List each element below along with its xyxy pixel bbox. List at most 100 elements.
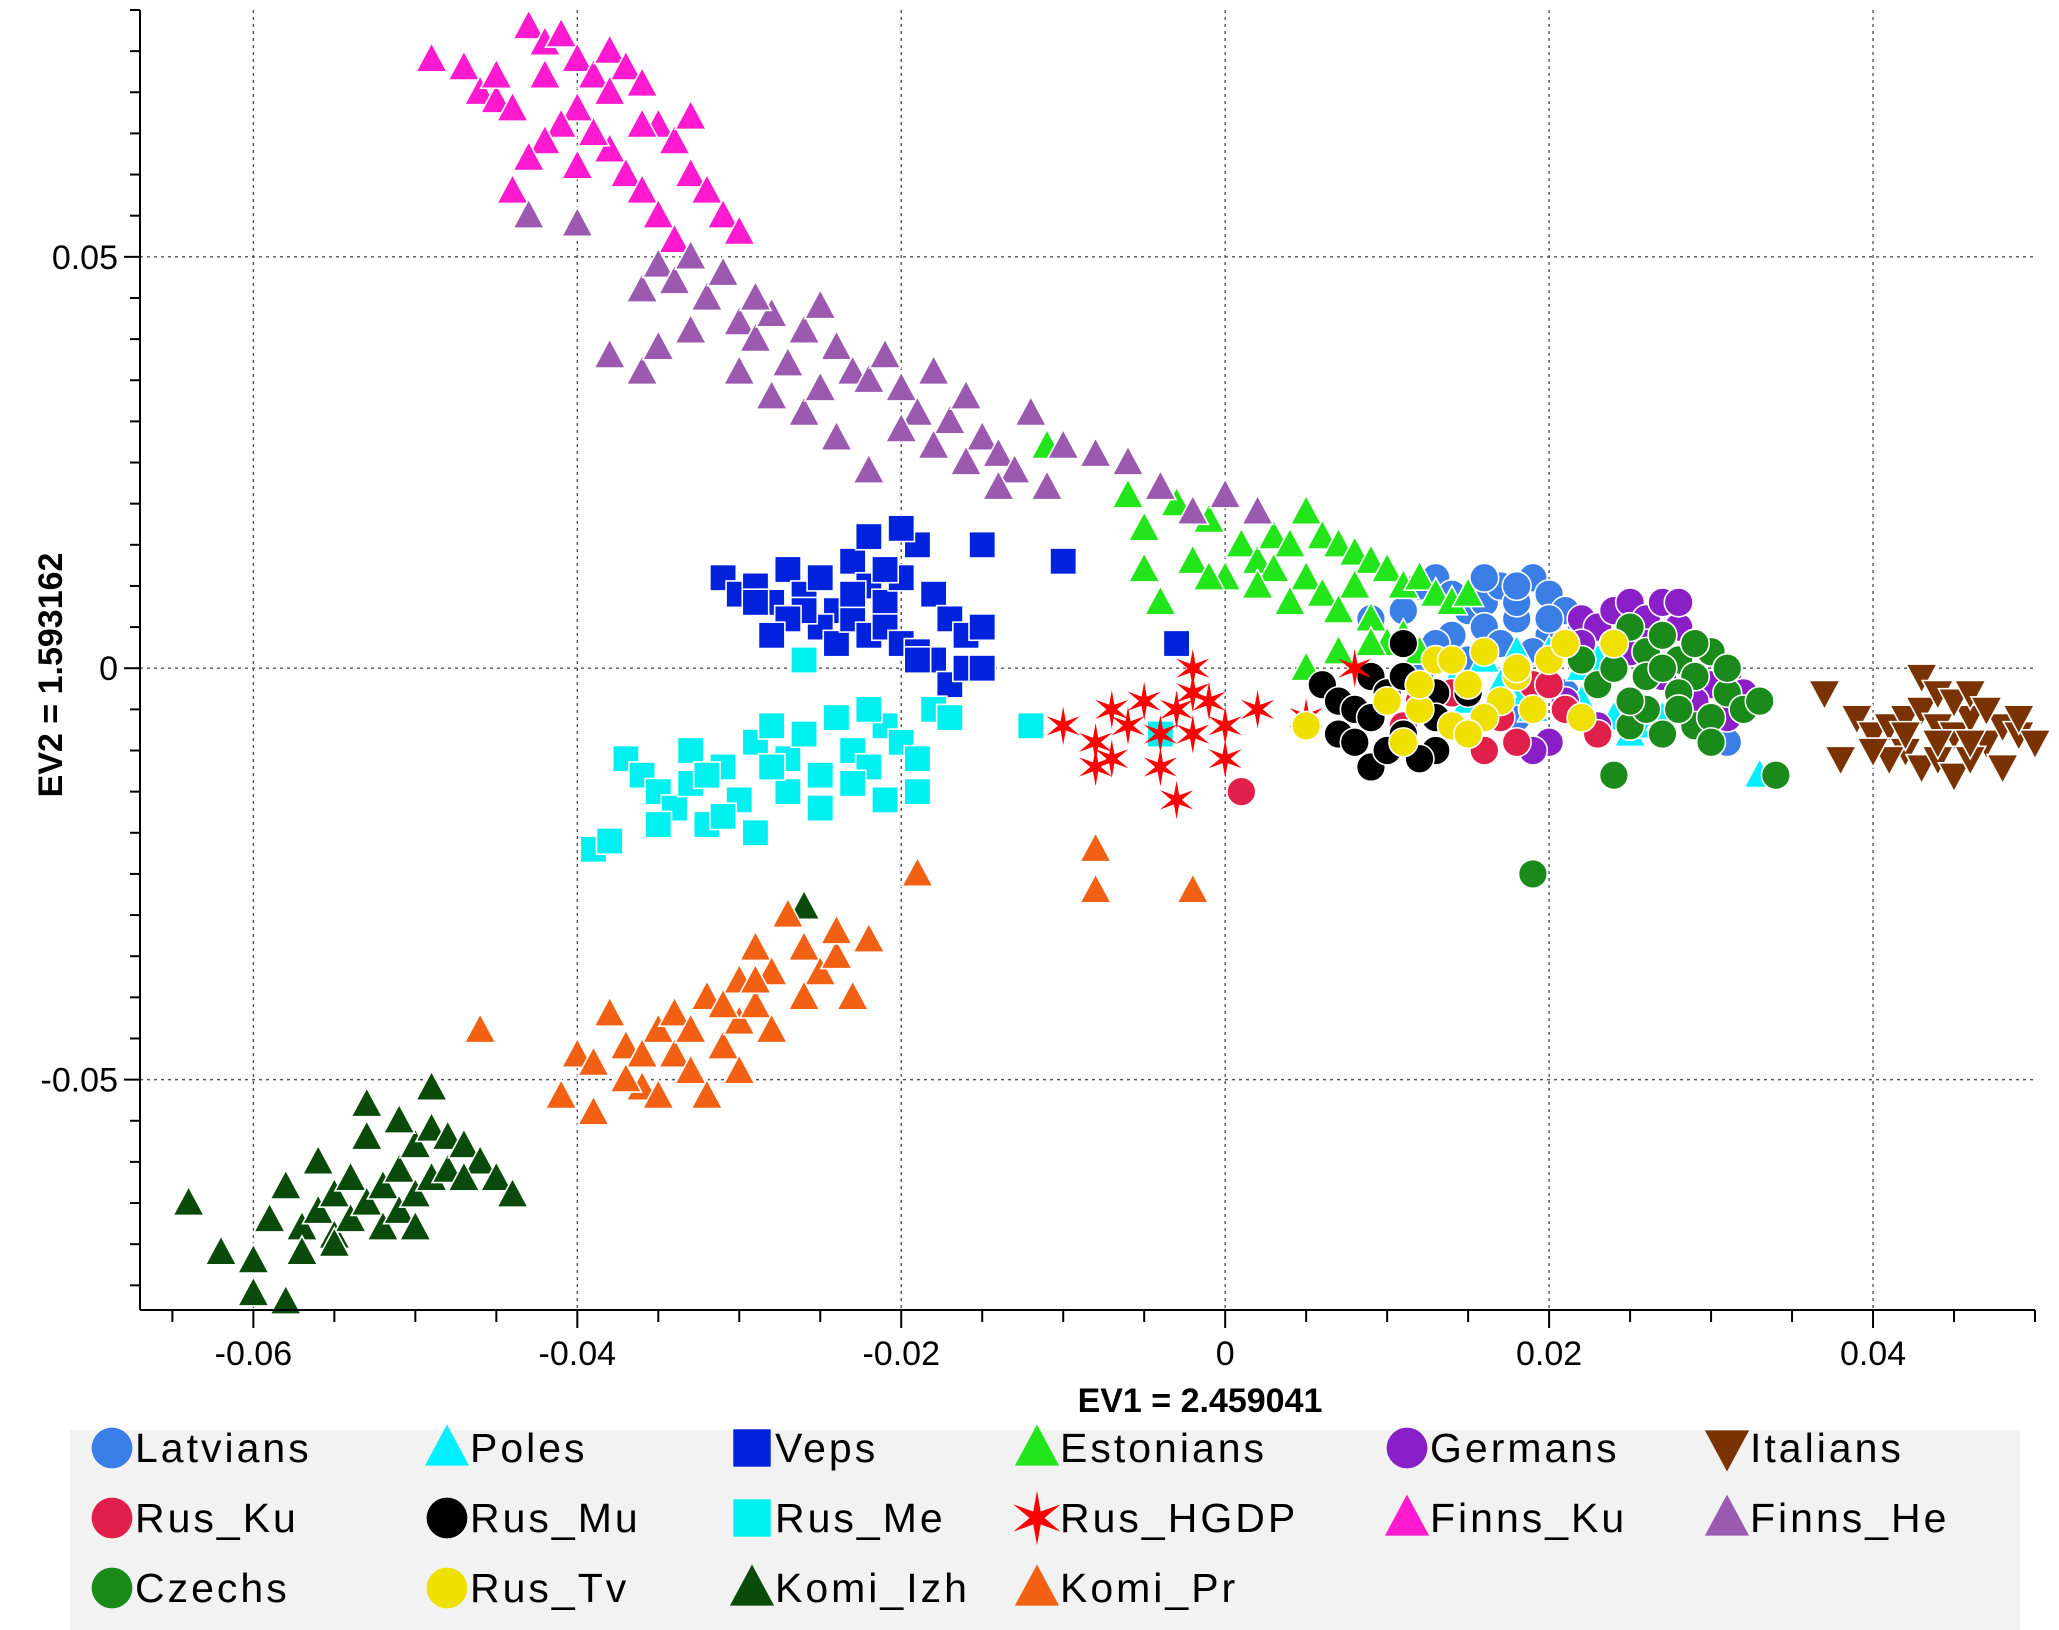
legend-label-veps: Veps	[775, 1425, 878, 1471]
point-finns-ku	[576, 57, 611, 90]
legend-marker-komi-pr	[1014, 1564, 1060, 1606]
point-czechs	[1647, 718, 1678, 750]
point-finns-he	[835, 353, 870, 386]
legend-item-rus-tv: Rus_Tv	[426, 1565, 626, 1611]
point-finns-ku	[560, 148, 595, 180]
point-rus-hgdp	[1208, 706, 1242, 745]
point-rus-tv	[1517, 694, 1549, 725]
point-italians	[1937, 687, 1971, 720]
point-estonians	[1289, 493, 1324, 526]
point-komi-izh	[236, 1275, 271, 1307]
point-veps	[854, 522, 883, 551]
point-italians	[1888, 720, 1923, 753]
point-finns-ku	[511, 8, 546, 40]
point-rus-hgdp	[1143, 747, 1177, 787]
point-komi-pr	[851, 921, 886, 953]
point-finns-ku	[544, 106, 579, 139]
legend-marker-estonians	[1014, 1424, 1060, 1466]
point-estonians	[1370, 551, 1405, 583]
point-komi-izh	[349, 1184, 384, 1217]
point-estonians	[1175, 543, 1210, 575]
point-finns-he	[706, 255, 741, 287]
point-rus-me	[790, 645, 819, 674]
point-estonians	[1224, 526, 1259, 559]
legend-item-rus-me: Rus_Me	[733, 1495, 943, 1541]
point-komi-izh	[463, 1143, 498, 1176]
point-komi-izh	[317, 1176, 352, 1209]
point-finns-he	[803, 287, 838, 320]
legend-label-czechs: Czechs	[135, 1565, 290, 1611]
point-finns-he	[851, 362, 886, 394]
point-finns-ku	[479, 57, 514, 90]
legend-label-rus-ku: Rus_Ku	[135, 1495, 299, 1541]
point-komi-pr	[576, 1094, 611, 1126]
point-rus-me	[838, 769, 867, 798]
point-finns-he	[641, 246, 676, 279]
point-finns-ku	[608, 49, 643, 81]
legend-marker-poles	[424, 1424, 470, 1466]
legend-item-czechs: Czechs	[91, 1565, 290, 1611]
point-finns-ku	[689, 172, 724, 205]
y-axis-label: EV2 = 1.593162	[32, 553, 70, 798]
point-estonians	[1402, 559, 1437, 591]
point-estonians	[1321, 633, 1356, 665]
point-finns-ku	[673, 98, 708, 131]
point-rus-me	[854, 695, 883, 724]
point-finns-he	[949, 378, 983, 410]
point-italians	[1953, 679, 1988, 712]
point-rus-hgdp	[1160, 690, 1194, 729]
point-finns-he	[916, 427, 951, 460]
point-komi-pr	[738, 929, 773, 962]
point-veps	[838, 580, 867, 609]
point-italians	[1904, 663, 1939, 695]
point-finns-he	[884, 370, 919, 402]
point-italians	[1904, 753, 1939, 786]
point-estonians	[1127, 551, 1162, 583]
point-rus-me	[903, 744, 932, 773]
point-rus-me	[676, 736, 705, 765]
point-komi-pr	[706, 1028, 741, 1060]
legend-marker-rus-mu	[426, 1497, 468, 1539]
point-komi-izh	[479, 1160, 514, 1192]
point-komi-pr	[900, 855, 935, 888]
point-czechs	[1760, 759, 1792, 791]
point-finns-he	[787, 312, 821, 345]
point-finns-he	[1111, 444, 1145, 476]
legend-item-poles: Poles	[424, 1424, 585, 1471]
axes	[124, 9, 2036, 1328]
point-estonians	[1240, 567, 1275, 600]
point-komi-pr	[1078, 872, 1113, 904]
x-tick-label: 0.02	[1516, 1335, 1582, 1373]
point-rus-hgdp	[1338, 649, 1372, 688]
point-finns-he	[657, 263, 692, 295]
point-komi-pr	[819, 913, 854, 945]
point-komi-pr	[754, 954, 789, 986]
point-komi-izh	[301, 1143, 336, 1176]
point-rus-me	[806, 761, 835, 790]
point-estonians	[1273, 584, 1307, 616]
point-komi-izh	[171, 1184, 206, 1217]
point-italians	[2018, 729, 2052, 761]
point-veps	[822, 629, 851, 658]
point-komi-izh	[430, 1118, 465, 1151]
point-finns-he	[1013, 394, 1048, 427]
point-veps	[773, 555, 802, 584]
legend-marker-czechs	[91, 1567, 133, 1609]
point-veps	[838, 547, 867, 576]
point-estonians	[1418, 575, 1453, 608]
point-komi-pr	[641, 1077, 676, 1110]
point-finns-he	[722, 304, 757, 336]
point-finns-ku	[625, 172, 660, 205]
point-komi-pr	[1175, 872, 1210, 904]
point-estonians	[1111, 477, 1145, 509]
point-finns-he	[722, 353, 757, 386]
point-rus-me	[692, 761, 721, 790]
legend-item-komi-pr: Komi_Pr	[1014, 1564, 1235, 1611]
point-czechs	[1712, 653, 1743, 684]
point-rus-hgdp	[1079, 747, 1113, 787]
point-rus-me	[709, 802, 738, 831]
point-estonians	[1192, 559, 1226, 591]
point-veps	[903, 645, 932, 674]
point-komi-pr	[608, 1061, 643, 1093]
